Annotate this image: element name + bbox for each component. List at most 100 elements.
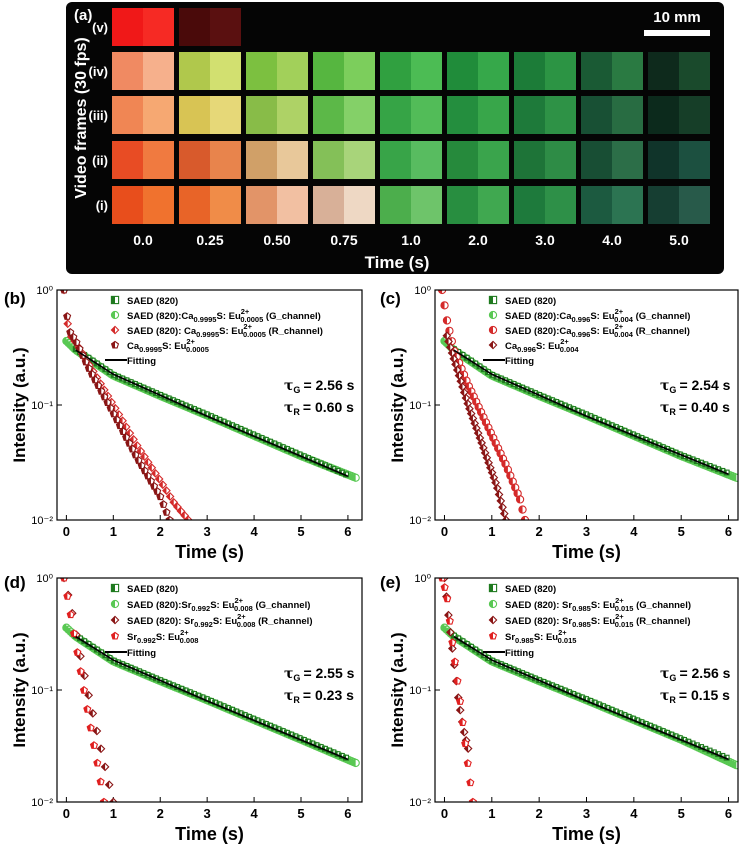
legend-marker-fill [489, 326, 493, 334]
red-channel-point-fill [166, 492, 171, 501]
legend-label: SAED (820) [505, 296, 556, 307]
frame-half [581, 52, 612, 90]
frame-half [447, 96, 478, 134]
dopant-point-fill [138, 461, 142, 469]
legend-mid: S: Eu [210, 600, 234, 611]
legend-item: Fitting [483, 648, 534, 659]
legend-marker-fill [111, 600, 115, 608]
frame-half [277, 96, 308, 134]
saed-point-fill [617, 710, 621, 716]
saed-point-fill [221, 419, 224, 425]
legend-item: SAED (820) [488, 583, 556, 595]
red-channel-point-fill [514, 489, 518, 498]
video-frame [581, 141, 643, 179]
legend-label: Ca0.996S: Eu2+ 0.004 [505, 337, 579, 354]
video-frame [648, 141, 710, 179]
frame-half [411, 186, 442, 224]
frame-half [210, 96, 241, 134]
legend-marker-fill [489, 632, 493, 639]
red-channel-point-fill [482, 418, 486, 427]
frame-half [143, 8, 174, 46]
legend-name: Fitting [505, 648, 534, 659]
dopant-point-fill [100, 393, 105, 400]
red-channel-point-fill [492, 439, 496, 447]
frame-half [380, 52, 411, 90]
x-tick-label: 1 [110, 524, 117, 539]
y-tick-label: 10⁻² [31, 797, 53, 809]
frame-half [112, 96, 143, 134]
legend-item: Ca0.9995S: Eu2+ 0.0005 [110, 337, 209, 354]
legend-sup: 2+ [560, 337, 569, 346]
legend-name: SAED (820):Ca [127, 311, 194, 322]
frame-half [447, 141, 478, 179]
red-channel-point-fill [521, 516, 525, 520]
frame-half [411, 52, 442, 90]
frame-half [112, 8, 143, 46]
dopant-point-fill [83, 705, 88, 713]
tau-g-sub: G [669, 673, 676, 683]
dopant-point-fill [147, 477, 151, 485]
legend-name: Sr [505, 632, 515, 643]
row-label: (iv) [89, 64, 109, 79]
dopant-point-fill [156, 493, 161, 500]
time-label: 0.50 [263, 232, 290, 248]
fitting-line [75, 349, 349, 478]
saed-point-fill [242, 428, 245, 434]
saed-point-fill [111, 658, 114, 664]
tau-g-sub: G [669, 385, 676, 395]
series-dopant [60, 578, 108, 802]
frame-half [179, 141, 210, 179]
saed-point-fill [229, 707, 233, 713]
saed-point-fill [233, 424, 237, 430]
legend-sub2: 0.004 [614, 330, 634, 339]
dopant-point-fill [479, 444, 484, 452]
x-tick-label: 1 [488, 806, 495, 821]
y-tick-label: 10⁰ [36, 285, 53, 297]
red-channel-point-fill [93, 727, 97, 735]
saed-point-fill [630, 716, 633, 722]
legend-label: SAED (820): Sr0.985S: Eu2+ 0.015 (R_chann… [505, 612, 690, 629]
legend-name: Fitting [127, 648, 156, 659]
panel-a-tag: (a) [74, 7, 92, 24]
dopant-point-fill [469, 798, 473, 802]
frame-half [344, 52, 375, 90]
dopant-point-fill [446, 343, 451, 351]
video-frame [246, 52, 308, 90]
scale-bar-label: 10 mm [653, 9, 701, 26]
dopant-point-fill [457, 377, 461, 385]
frame-half [679, 96, 710, 134]
legend-item: SAED (820): Ca0.9995S: Eu2+ 0.0005 (R_cha… [110, 322, 323, 339]
frame-half [545, 96, 576, 134]
legend-name: SAED (820) [127, 296, 178, 307]
video-frame [514, 141, 576, 179]
legend-sub1: 0.985 [572, 620, 591, 629]
row-labels: (v) (iv) (iii) (ii) (i) [89, 20, 109, 213]
frame-half [581, 141, 612, 179]
legend-tail: (R_channel) [633, 616, 690, 627]
frame-half [179, 8, 210, 46]
red-channel-point-fill [137, 447, 141, 455]
dopant-point-fill [97, 778, 101, 785]
red-channel-point-fill [105, 781, 110, 789]
dopant-point-fill [476, 434, 480, 442]
x-axis-title: Time (s) [552, 542, 621, 562]
green-channel-point-fill [732, 474, 737, 482]
legend-label: SAED (820): Ca0.9995S: Eu2+ 0.0005 (R_cha… [127, 322, 323, 339]
frame-half [612, 141, 643, 179]
dopant-point-fill [93, 759, 98, 766]
legend-sup: 2+ [615, 307, 624, 316]
legend-marker-fill [111, 311, 115, 319]
y-tick-label: 10⁻¹ [409, 400, 431, 412]
frame-half [478, 186, 509, 224]
legend-item: SAED (820): Sr0.985S: Eu2+ 0.015 (G_chann… [488, 596, 691, 613]
legend-label: Sr0.985S: Eu2+ 0.015 [505, 628, 576, 645]
video-frame [112, 8, 174, 46]
x-axis-title: Time (s) [552, 824, 621, 844]
x-axis-title: Time (s) [175, 542, 244, 562]
legend-item: SAED (820):Ca0.996S: Eu2+ 0.004 (G_channe… [488, 307, 690, 324]
x-tick-label: 0 [441, 806, 448, 821]
red-channel-point-fill [518, 505, 523, 514]
frame-half [648, 186, 679, 224]
video-frame [380, 96, 442, 134]
dopant-point-fill [104, 398, 108, 406]
